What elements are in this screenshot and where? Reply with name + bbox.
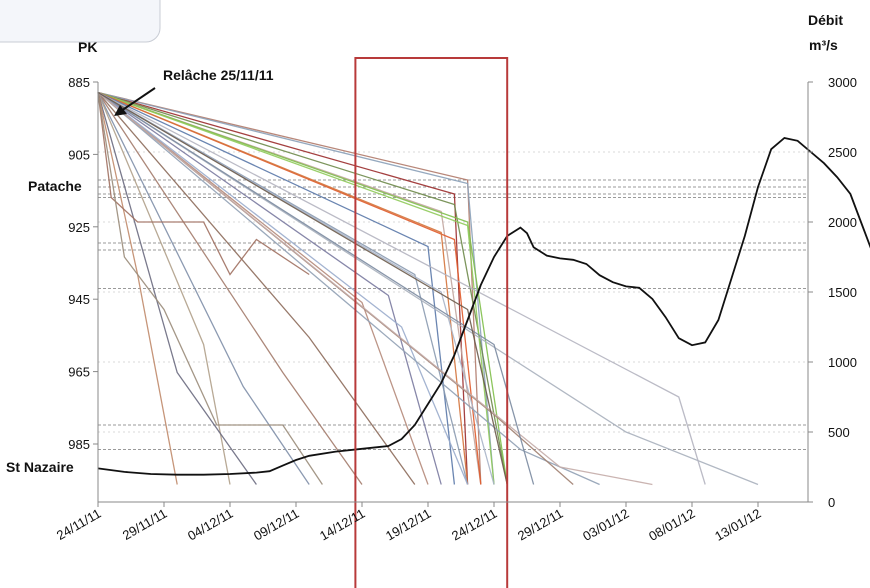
trajectory-line (97, 92, 257, 485)
trajectory-line (97, 92, 310, 276)
right-tick-label: 0 (828, 495, 835, 510)
right-tick-label: 3000 (828, 75, 857, 90)
x-tick-label: 24/11/11 (54, 506, 104, 543)
trajectory-line (97, 91, 706, 485)
trajectory-line (97, 91, 456, 485)
window-fragment (0, 0, 161, 43)
discharge-series-line (97, 137, 870, 476)
trajectory-line (97, 91, 469, 485)
trajectory-line (97, 91, 508, 485)
trajectory-line (97, 92, 416, 485)
trajectory-line (97, 91, 482, 485)
trajectory-line (97, 91, 508, 485)
x-tick-label: 14/12/11 (317, 506, 367, 544)
right-tick-label: 1500 (828, 285, 857, 300)
trajectory-line (97, 91, 535, 485)
release-annotation: Relâche 25/11/11 (163, 67, 274, 83)
left-tick-label: 905 (68, 147, 90, 162)
trajectory-line (97, 91, 495, 485)
trajectory-line (97, 91, 469, 485)
st-nazaire-label: St Nazaire (6, 459, 74, 475)
trajectory-line (97, 91, 429, 485)
patache-label: Patache (28, 178, 82, 194)
right-tick-label: 1000 (828, 355, 857, 370)
highlight-box (354, 57, 509, 588)
x-tick-label: 29/11/11 (120, 506, 170, 543)
right-tick-label: 2500 (828, 145, 857, 160)
discharge-line (97, 137, 870, 476)
x-tick-label: 29/12/11 (515, 506, 565, 544)
highlight-rectangle (354, 57, 509, 588)
right-axis-title-line2: m³/s (809, 37, 838, 53)
trajectory-line (97, 91, 442, 485)
right-axis-title-line1: Débit (808, 12, 843, 28)
trajectory-line (97, 91, 469, 485)
release-arrow (114, 87, 156, 116)
left-tick-label: 885 (68, 75, 90, 90)
x-tick-label: 09/12/11 (251, 506, 301, 544)
trajectory-line (97, 92, 231, 485)
left-tick-label: 925 (68, 220, 90, 235)
left-tick-label: 945 (68, 292, 90, 307)
trajectory-line (97, 91, 653, 486)
x-tick-label: 24/12/11 (449, 506, 499, 544)
trajectory-line (97, 92, 310, 485)
trajectory-line (97, 91, 495, 485)
left-tick-label: 985 (68, 437, 90, 452)
trajectory-line (97, 92, 600, 486)
right-tick-label: 500 (828, 425, 850, 440)
x-tick-label: 03/01/12 (580, 506, 631, 544)
x-tick-label: 19/12/11 (383, 506, 433, 544)
right-tick-label: 2000 (828, 215, 857, 230)
trajectory-lines (97, 91, 759, 486)
left-tick-label: 965 (68, 365, 90, 380)
trajectory-line (97, 91, 759, 486)
x-tick-label: 08/01/12 (646, 506, 697, 544)
trajectory-line (97, 92, 363, 485)
x-tick-label: 04/12/11 (185, 506, 235, 544)
left-axis-title: PK (78, 39, 97, 55)
trajectory-line (97, 91, 508, 485)
x-tick-label: 13/01/12 (712, 506, 763, 544)
trajectory-line (97, 92, 323, 485)
